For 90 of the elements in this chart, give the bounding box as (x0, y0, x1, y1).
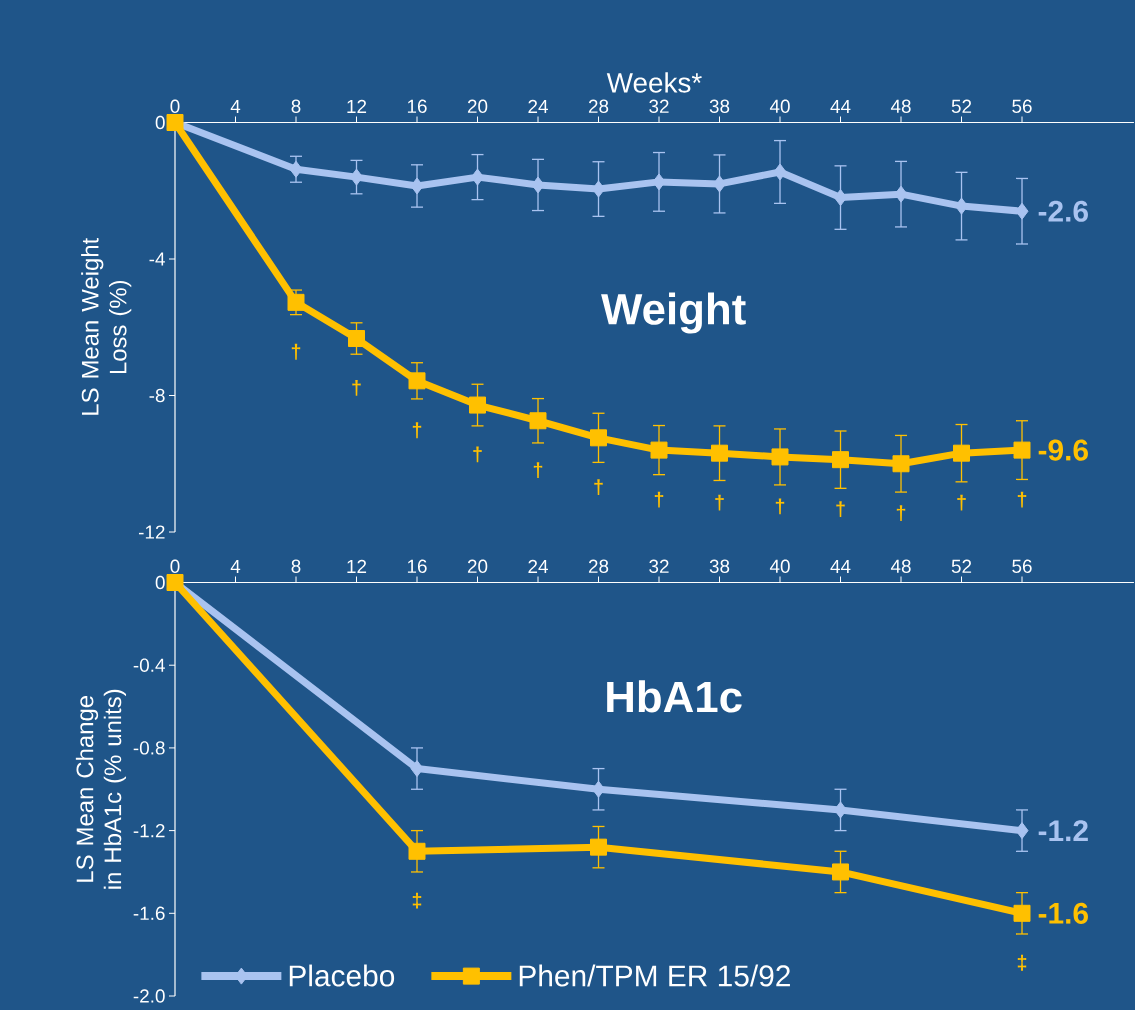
x-tick-label: 24 (528, 559, 548, 573)
x-tick-label: 4 (230, 99, 241, 113)
y-tick-label: -12 (138, 525, 165, 539)
annotation: † (836, 501, 845, 517)
point (287, 293, 305, 311)
annotation: ‡ (412, 892, 422, 909)
point (348, 330, 365, 348)
point (953, 444, 971, 462)
x-tick-label: 4 (230, 559, 241, 573)
x-tick-label: 28 (588, 559, 609, 573)
point (832, 863, 850, 881)
y-axis-title: LS Mean Weight Loss (%) (81, 237, 132, 415)
x-tick-label: 0 (170, 99, 180, 113)
point (590, 429, 608, 447)
annotation: † (291, 343, 301, 360)
y-axis-title: LS Mean Change in HbA1c (% units) (75, 689, 127, 889)
y-tick-label: -8 (149, 388, 165, 403)
data-label: -1.6 (1038, 902, 1088, 924)
point (590, 838, 608, 856)
x-tick-label: 12 (347, 559, 367, 573)
y-tick-label: -2.0 (133, 989, 165, 1003)
x-tick-label: 44 (830, 99, 851, 113)
annotation: † (775, 498, 785, 515)
y-tick-label: 0 (155, 115, 165, 130)
x-tick-label: 0 (170, 559, 180, 573)
point (892, 455, 910, 473)
data-label: -9.6 (1038, 439, 1088, 461)
x-tick-label: 8 (291, 99, 301, 113)
point (771, 448, 789, 466)
point (1013, 904, 1031, 922)
point (408, 842, 426, 860)
x-tick-label: 56 (1012, 559, 1032, 573)
x-tick-label: 32 (649, 559, 669, 573)
point (350, 168, 363, 186)
annotation: † (1017, 491, 1027, 508)
x-tick-label: 20 (467, 99, 488, 113)
annotation: † (957, 494, 966, 511)
x-tick-label: 20 (467, 559, 488, 573)
x-tick-label: 48 (890, 99, 911, 113)
annotation: † (352, 380, 361, 396)
text: HbA1c (607, 680, 742, 713)
y-tick-label: -1.2 (133, 824, 165, 838)
x-tick-label: 56 (1012, 99, 1032, 113)
x-tick-label: 12 (347, 99, 367, 113)
point (1013, 441, 1031, 459)
point (289, 160, 303, 178)
annotation: † (412, 422, 422, 439)
x-tick-label: 40 (769, 99, 790, 113)
annotation: ‡ (1017, 954, 1027, 971)
point (711, 444, 729, 462)
point (471, 168, 484, 186)
annotation: † (896, 505, 906, 522)
point (650, 441, 668, 459)
point (410, 177, 424, 195)
x-tick-label: 48 (890, 559, 911, 573)
x-tick-label: 24 (528, 99, 548, 113)
x-tick-label: 16 (407, 559, 427, 573)
legend-label: Placebo (289, 964, 395, 987)
y-tick-label: -0.4 (133, 658, 165, 672)
y-tick-label: 0 (155, 575, 165, 590)
x-axis-title: Weeks* (606, 72, 702, 93)
point (529, 412, 547, 430)
legend-label: Phen/TPM ER 15/92 (519, 964, 790, 987)
annotation: † (533, 462, 543, 479)
data-label: -1.2 (1038, 820, 1088, 842)
x-tick-label: 32 (649, 99, 669, 113)
text: Weight (601, 292, 746, 334)
x-tick-label: 28 (588, 99, 609, 113)
point (410, 760, 424, 778)
x-tick-label: 44 (830, 559, 851, 573)
annotation: † (715, 494, 724, 511)
y-tick-label: -1.6 (133, 906, 165, 921)
point (1015, 822, 1029, 840)
x-tick-label: 38 (709, 99, 730, 113)
point (832, 451, 850, 469)
y-tick-label: -0.8 (133, 741, 165, 755)
point (773, 163, 787, 181)
x-tick-label: 52 (951, 99, 972, 113)
data-label: -2.6 (1038, 200, 1088, 222)
point (408, 372, 426, 390)
x-tick-label: 8 (291, 559, 301, 573)
x-tick-label: 52 (951, 559, 972, 573)
annotation: † (594, 479, 603, 496)
x-tick-label: 40 (769, 559, 790, 573)
y-tick-label: -4 (149, 252, 165, 266)
x-tick-label: 16 (407, 99, 427, 113)
annotation: † (473, 446, 482, 463)
x-tick-label: 38 (709, 559, 730, 573)
annotation: † (654, 491, 664, 508)
point (469, 396, 486, 414)
